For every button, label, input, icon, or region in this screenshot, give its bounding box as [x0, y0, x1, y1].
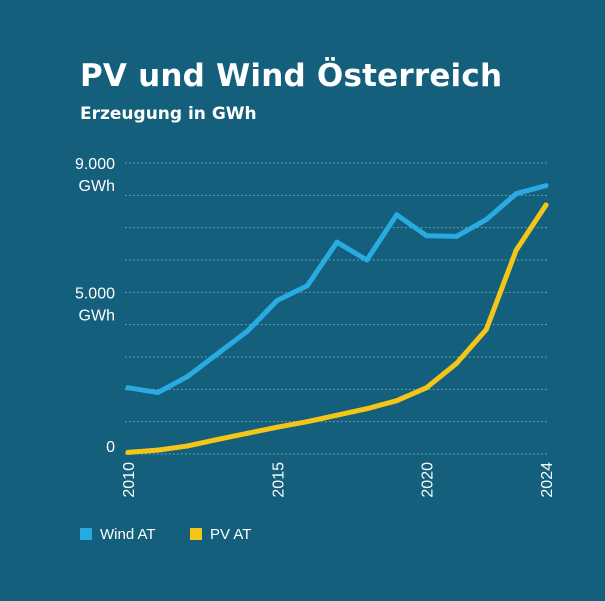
- legend-item-wind: Wind AT: [80, 524, 156, 544]
- data-point: [483, 217, 489, 223]
- data-point: [215, 351, 221, 357]
- data-point: [185, 373, 191, 379]
- y-tick-unit: GWh: [79, 307, 115, 324]
- data-point: [155, 390, 161, 396]
- data-point: [394, 398, 400, 404]
- data-point: [244, 328, 250, 334]
- data-point: [244, 430, 250, 436]
- data-point: [453, 233, 459, 239]
- legend-label-wind: Wind AT: [100, 525, 156, 543]
- data-point: [215, 436, 221, 442]
- data-point: [453, 360, 459, 366]
- data-point: [155, 447, 161, 453]
- data-point: [334, 412, 340, 418]
- data-point: [334, 239, 340, 245]
- data-point: [483, 327, 489, 333]
- data-point: [424, 385, 430, 391]
- data-point: [125, 385, 131, 391]
- y-axis-ticks: 9.000 GWh 5.000 GWh 0: [75, 156, 115, 456]
- chart-title: PV und Wind Österreich: [80, 58, 503, 94]
- gridlines: [125, 162, 549, 455]
- chart-subtitle: Erzeugung in GWh: [80, 104, 257, 124]
- y-tick-unit: GWh: [79, 178, 115, 195]
- x-tick-label: 2015: [270, 462, 287, 498]
- y-tick-label: 5.000: [75, 285, 115, 302]
- x-tick-label: 2024: [539, 462, 556, 498]
- legend-label-pv: PV AT: [210, 525, 252, 543]
- data-point: [304, 283, 310, 289]
- data-point: [304, 419, 310, 425]
- x-tick-label: 2010: [121, 462, 138, 498]
- data-point: [543, 183, 549, 189]
- series-lines: [125, 183, 549, 455]
- y-tick-label: 0: [106, 439, 115, 456]
- legend-swatch-wind: [80, 528, 92, 540]
- data-point: [364, 257, 370, 263]
- data-point: [424, 233, 430, 239]
- data-point: [543, 202, 549, 208]
- data-point: [274, 424, 280, 430]
- data-point: [274, 297, 280, 303]
- data-point: [513, 191, 519, 197]
- data-point: [185, 443, 191, 449]
- data-point: [364, 406, 370, 412]
- data-point: [125, 449, 131, 455]
- data-point: [513, 247, 519, 253]
- data-point: [394, 212, 400, 218]
- x-tick-label: 2020: [420, 462, 437, 498]
- series-line-wind: [125, 183, 549, 396]
- y-tick-label: 9.000: [75, 156, 115, 173]
- legend-item-pv: PV AT: [190, 524, 251, 544]
- x-axis-ticks: 2010 2015 2020 2024: [121, 462, 556, 498]
- legend-swatch-pv: [190, 528, 202, 540]
